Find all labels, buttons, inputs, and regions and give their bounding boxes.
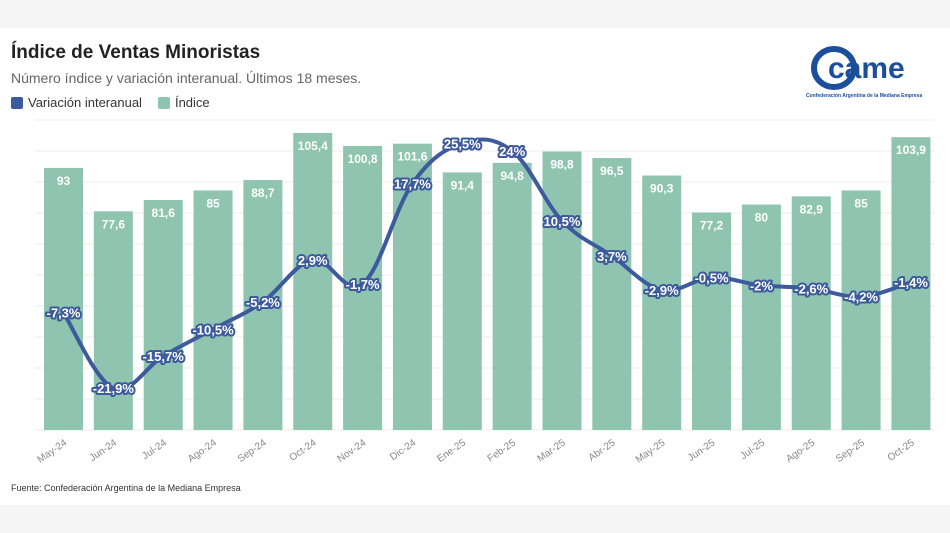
x-tick-Mar-25: Mar-25 bbox=[535, 437, 568, 464]
x-axis-labels: May-24 Jun-24 Jul-24 Ago-24 Sep-24 Oct-24 Nov-… bbox=[36, 437, 917, 465]
chart-title: Índice de Ventas Minoristas bbox=[11, 42, 261, 63]
bar-Ago-25 bbox=[791, 196, 831, 430]
bar-label-May-24: 93 bbox=[57, 174, 71, 188]
bar-May-24 bbox=[44, 167, 83, 430]
legend: Variación interanual Índice bbox=[11, 95, 210, 110]
line-label-Feb-25: 24% bbox=[499, 144, 525, 159]
x-tick-Jun-24: Jun-24 bbox=[88, 437, 120, 464]
line-label-Abr-25: 3,7% bbox=[597, 249, 627, 264]
line-labels: -7,3% -21,9% -15,7% -10,5% -5,2% 2,9% -1,7% 17,… bbox=[45, 134, 931, 398]
bar-label-Mar-25: 98,8 bbox=[550, 158, 574, 172]
line-label-Ago-24: -10,5% bbox=[192, 322, 234, 337]
line-label-Ago-25: -2,6% bbox=[794, 281, 828, 296]
line-label-Jul-25: -2% bbox=[750, 278, 774, 293]
legend-item-line: Variación interanual bbox=[11, 95, 142, 110]
bar-Jun-24 bbox=[93, 211, 133, 430]
legend-swatch-line bbox=[11, 96, 23, 109]
legend-swatch-bar bbox=[157, 96, 170, 109]
bar-Abr-25 bbox=[592, 158, 632, 430]
bar-label-Ago-24: 85 bbox=[206, 196, 220, 210]
line-label-Dic-24: 17,7% bbox=[394, 177, 431, 192]
source-note: Fuente: Confederación Argentina de la Me… bbox=[11, 483, 241, 493]
bar-Jun-25 bbox=[692, 212, 732, 430]
bar-Ago-24 bbox=[193, 190, 233, 430]
x-tick-Sep-25: Sep-25 bbox=[834, 437, 867, 465]
bar-label-Nov-24: 100,8 bbox=[348, 152, 378, 166]
x-tick-Nov-24: Nov-24 bbox=[336, 437, 369, 465]
bar-Dic-24 bbox=[392, 143, 432, 430]
bar-Feb-25 bbox=[492, 162, 532, 430]
line-label-Jun-25: -0,5% bbox=[695, 271, 729, 286]
top-band bbox=[0, 0, 950, 28]
line-label-May-24: -7,3% bbox=[47, 306, 81, 321]
bar-label-Dic-24: 101,6 bbox=[397, 150, 427, 164]
bar-label-Ene-25: 91,4 bbox=[451, 178, 475, 192]
line-label-Oct-24: 2,9% bbox=[298, 253, 328, 268]
line-series bbox=[61, 137, 913, 392]
came-logo: came bbox=[811, 46, 905, 90]
x-tick-Jul-25: Jul-25 bbox=[738, 437, 767, 462]
bar-label-Feb-25: 94,8 bbox=[500, 169, 524, 183]
bar-label-May-25: 90,3 bbox=[650, 182, 674, 196]
bar-Oct-24 bbox=[293, 132, 333, 431]
x-tick-May-25: May-25 bbox=[634, 437, 668, 465]
line-label-Jun-24: -21,9% bbox=[93, 381, 135, 396]
bar-Jul-25 bbox=[741, 204, 781, 430]
line-label-Mar-25: 10,5% bbox=[544, 214, 581, 229]
bar-label-Oct-25: 103,9 bbox=[896, 143, 926, 157]
bar-label-Jul-25: 80 bbox=[755, 211, 769, 225]
line-label-Nov-24: -1,7% bbox=[346, 277, 380, 292]
line-label-Sep-25: -4,2% bbox=[844, 290, 878, 305]
x-tick-Jun-25: Jun-25 bbox=[686, 437, 718, 464]
bar-Ene-25 bbox=[442, 172, 482, 430]
bar-label-Ago-25: 82,9 bbox=[800, 202, 824, 216]
bar-label-Jun-24: 77,6 bbox=[102, 217, 126, 231]
x-tick-May-24: May-24 bbox=[36, 437, 70, 465]
grid bbox=[35, 119, 935, 431]
logo-text: came bbox=[828, 52, 905, 85]
bar-Sep-25 bbox=[841, 190, 881, 430]
chart-subtitle: Número índice y variación interanual. Úl… bbox=[11, 70, 362, 86]
line-label-Jul-24: -15,7% bbox=[143, 349, 185, 364]
bottom-band bbox=[0, 505, 950, 533]
x-tick-Ene-25: Ene-25 bbox=[435, 437, 468, 465]
bar-label-Oct-24: 105,4 bbox=[298, 139, 328, 153]
bar-Jul-24 bbox=[143, 200, 183, 430]
line-label-Ene-25: 25,5% bbox=[444, 136, 481, 151]
x-tick-Sep-24: Sep-24 bbox=[236, 437, 269, 465]
bar-Sep-24 bbox=[243, 180, 283, 430]
x-tick-Feb-25: Feb-25 bbox=[486, 437, 519, 464]
logo-ring bbox=[811, 46, 857, 90]
bar-label-Jun-25: 77,2 bbox=[700, 218, 724, 232]
x-tick-Ago-25: Ago-25 bbox=[784, 437, 817, 465]
line-path bbox=[61, 137, 913, 392]
bar-label-Abr-25: 96,5 bbox=[600, 164, 624, 178]
x-tick-Dic-24: Dic-24 bbox=[388, 437, 418, 463]
line-label-Sep-24: -5,2% bbox=[246, 295, 280, 310]
x-tick-Oct-24: Oct-24 bbox=[288, 437, 319, 463]
bar-May-25 bbox=[642, 175, 682, 430]
bar-Mar-25 bbox=[542, 151, 582, 430]
bar-Nov-24 bbox=[343, 145, 383, 430]
bar-labels: 93 77,6 81,6 85 88,7 105,4 100,8 101,6 91,4 94,8 9… bbox=[57, 139, 926, 232]
legend-label-line: Variación interanual bbox=[28, 95, 142, 110]
x-tick-Oct-25: Oct-25 bbox=[886, 437, 917, 463]
legend-label-bar: Índice bbox=[174, 95, 210, 110]
x-tick-Abr-25: Abr-25 bbox=[587, 437, 618, 463]
logo-subtitle: Confederación Argentina de la Mediana Em… bbox=[806, 93, 923, 99]
bar-label-Sep-24: 88,7 bbox=[251, 186, 275, 200]
x-tick-Jul-24: Jul-24 bbox=[140, 437, 169, 462]
bar-label-Sep-25: 85 bbox=[854, 196, 868, 210]
bar-label-Jul-24: 81,6 bbox=[152, 206, 176, 220]
legend-item-bar: Índice bbox=[157, 95, 210, 110]
line-label-Oct-25: -1,4% bbox=[894, 275, 928, 290]
line-label-May-25: -2,9% bbox=[645, 283, 679, 298]
x-tick-Ago-24: Ago-24 bbox=[186, 437, 219, 465]
